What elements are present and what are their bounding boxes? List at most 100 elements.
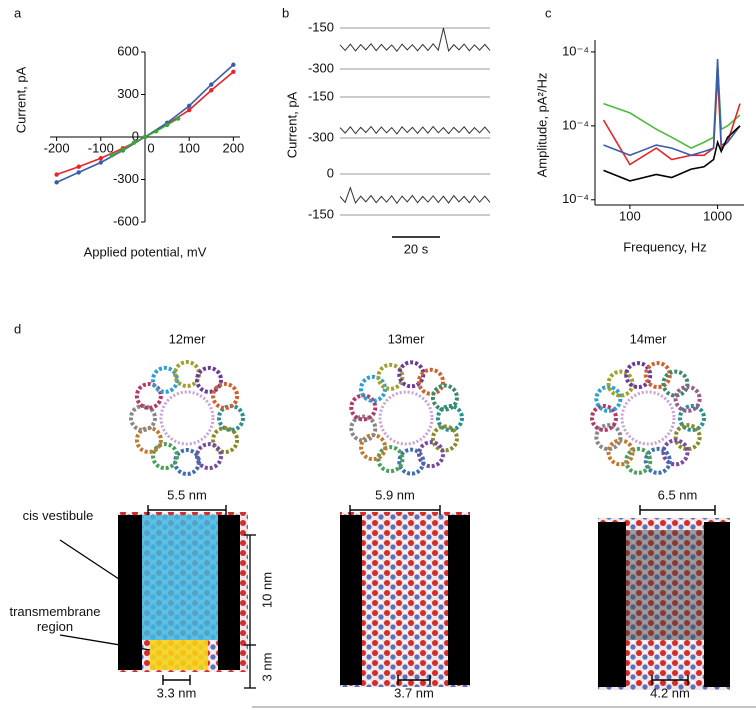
subunit bbox=[606, 369, 635, 398]
y-tick-label: 10⁻⁴ bbox=[562, 117, 589, 132]
x-axis-label: Applied potential, mV bbox=[84, 244, 207, 259]
subunit bbox=[195, 442, 223, 471]
subunit bbox=[590, 404, 618, 432]
subunit bbox=[594, 384, 623, 413]
subunit bbox=[661, 369, 690, 398]
subunit bbox=[173, 360, 201, 388]
x-tick-label: -100 bbox=[88, 140, 114, 155]
subunit bbox=[606, 438, 635, 467]
panel-label: a bbox=[14, 5, 22, 20]
series-line bbox=[603, 125, 741, 182]
series-line bbox=[603, 59, 741, 157]
x-axis-label: Frequency, Hz bbox=[623, 239, 707, 254]
data-point bbox=[54, 172, 59, 177]
data-point bbox=[142, 134, 148, 140]
data-point bbox=[209, 82, 214, 87]
data-point bbox=[186, 103, 192, 109]
subunit bbox=[211, 382, 240, 410]
subunit bbox=[376, 362, 405, 391]
subunit bbox=[359, 374, 388, 403]
data-point bbox=[231, 62, 236, 67]
y-tick-label: 0 bbox=[132, 128, 139, 143]
dimension-label: 6.5 nm bbox=[658, 487, 698, 502]
structure-title: 14mer bbox=[630, 331, 668, 346]
data-point bbox=[76, 164, 81, 169]
x-tick-label: -200 bbox=[44, 140, 70, 155]
annotation: transmembrane region bbox=[9, 604, 101, 634]
pore-helices bbox=[620, 390, 676, 446]
subunit bbox=[673, 423, 702, 452]
y-tick-label: 600 bbox=[117, 43, 139, 58]
dimension-label: 5.9 nm bbox=[375, 487, 415, 502]
subunit bbox=[678, 404, 706, 432]
panel-label: b bbox=[282, 5, 289, 20]
subunit bbox=[624, 361, 653, 390]
height-label: 10 nm bbox=[259, 572, 274, 608]
x-tick-label: 200 bbox=[223, 140, 245, 155]
x-tick-label: 1000 bbox=[703, 208, 732, 223]
current-trace bbox=[339, 186, 491, 205]
dimension-label: 3.7 nm bbox=[394, 685, 434, 700]
current-trace bbox=[339, 27, 491, 53]
data-point bbox=[98, 156, 104, 161]
y-tick-label: -150 bbox=[308, 88, 334, 103]
y-tick-label: -150 bbox=[308, 19, 334, 34]
structure-title: 13mer bbox=[388, 331, 426, 346]
y-tick-label: 10⁻⁴ bbox=[562, 43, 589, 58]
data-point bbox=[109, 153, 115, 158]
subunit bbox=[673, 384, 702, 413]
current-trace bbox=[339, 125, 491, 135]
subunit bbox=[151, 442, 179, 471]
y-tick-label: -300 bbox=[308, 129, 334, 144]
annotation: cis vestibule bbox=[22, 508, 94, 523]
subunit bbox=[211, 426, 240, 454]
y-tick-label: -300 bbox=[113, 171, 139, 186]
data-point bbox=[231, 69, 236, 75]
structure-title: 12mer bbox=[169, 331, 207, 346]
data-point bbox=[131, 140, 137, 145]
data-point bbox=[120, 147, 126, 152]
subunit bbox=[349, 414, 378, 443]
height-label: 3 nm bbox=[259, 653, 274, 682]
subunit bbox=[416, 367, 445, 396]
subunit bbox=[436, 404, 464, 432]
subunit bbox=[643, 361, 672, 390]
panel-label: c bbox=[545, 5, 552, 20]
scale-brackets bbox=[59, 534, 756, 708]
pore-helices bbox=[378, 390, 434, 446]
subunit bbox=[430, 424, 459, 453]
subunit bbox=[397, 447, 426, 476]
y-axis-label: Current, pA bbox=[284, 91, 299, 158]
y-axis-label: Current, pA bbox=[13, 66, 28, 133]
subunit bbox=[430, 383, 459, 412]
y-tick-label: -600 bbox=[113, 213, 139, 228]
pore-helices bbox=[159, 390, 215, 446]
data-point bbox=[98, 160, 104, 165]
x-tick-label: 100 bbox=[619, 208, 641, 223]
subunit bbox=[643, 446, 672, 475]
y-tick-label: -150 bbox=[308, 206, 334, 221]
panel-label: d bbox=[14, 321, 21, 336]
data-point bbox=[153, 129, 159, 134]
data-point bbox=[186, 107, 192, 113]
data-point bbox=[209, 88, 214, 93]
top-views bbox=[129, 360, 706, 476]
data-point bbox=[76, 170, 81, 175]
dimension-label: 5.5 nm bbox=[167, 487, 207, 502]
scale-bar-label: 20 s bbox=[404, 241, 429, 256]
subunit bbox=[661, 438, 690, 467]
y-tick-label: 300 bbox=[117, 86, 139, 101]
subunit bbox=[594, 423, 623, 452]
data-point bbox=[175, 116, 181, 121]
subunit bbox=[195, 365, 223, 394]
x-tick-label: 100 bbox=[178, 140, 200, 155]
dimension-label: 4.2 nm bbox=[650, 685, 690, 700]
x-tick-label: 0 bbox=[147, 140, 154, 155]
y-tick-label: 0 bbox=[327, 165, 334, 180]
series-line bbox=[603, 63, 741, 150]
data-point bbox=[54, 180, 59, 185]
dimension-label: 3.3 nm bbox=[157, 685, 197, 700]
subunit bbox=[134, 382, 163, 410]
